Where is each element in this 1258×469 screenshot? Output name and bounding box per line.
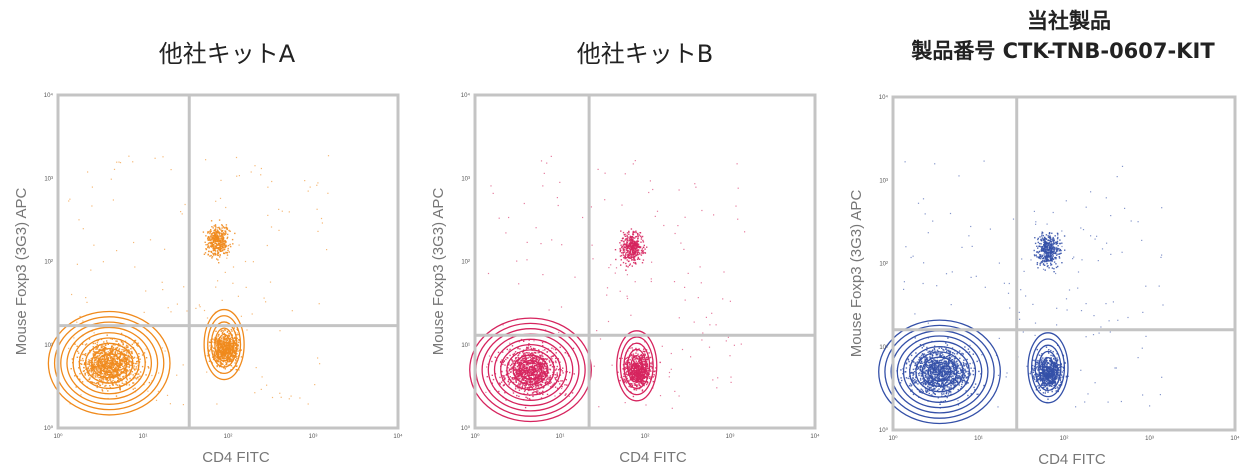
chart-1-x-tick: 10² <box>224 434 233 440</box>
chart-3-title: 当社製品 <box>1027 9 1111 33</box>
chart-2-x-tick: 10³ <box>726 434 735 440</box>
chart-1-x-tick: 10⁰ <box>53 433 63 440</box>
chart-3-y-tick: 10² <box>879 262 888 268</box>
chart-1-y-tick: 10³ <box>44 176 53 182</box>
chart-3-x-tick: 10³ <box>1145 436 1154 442</box>
chart-2-y-tick: 10⁴ <box>461 92 471 99</box>
chart-1-title: 他社キットA <box>158 40 296 68</box>
chart-2-title: 他社キットB <box>576 40 714 68</box>
chart-3-ylabel: Mouse Foxp3 (3G3) APC <box>848 190 865 358</box>
chart-3-events <box>896 160 1164 409</box>
chart-2-x-tick: 10⁴ <box>810 433 820 440</box>
chart-3-x-tick: 10⁰ <box>888 435 898 442</box>
chart-1-y-tick: 10⁰ <box>44 425 54 432</box>
chart-1-y-tick: 10² <box>44 260 53 266</box>
chart-1-ylabel: Mouse Foxp3 (3G3) APC <box>13 188 30 356</box>
chart-2: 10⁰ 10¹ 10² 10³ 10⁴ 10⁰ 10¹ 10² 10³ 10⁴ CD4 FITC Mo… <box>430 92 820 466</box>
chart-3-y-tick: 10¹ <box>879 345 888 351</box>
chart-2-y-tick: 10² <box>461 260 470 266</box>
chart-3-y-tick: 10³ <box>879 178 888 184</box>
chart-3-subtitle: 製品番号 CTK-TNB-0607-KIT <box>911 39 1215 63</box>
chart-1-xlabel: CD4 FITC <box>202 449 270 466</box>
chart-3-x-tick: 10⁴ <box>1230 435 1240 442</box>
chart-1-contours <box>47 308 245 416</box>
chart-1-x-tick: 10⁴ <box>393 433 403 440</box>
chart-2-x-tick: 10² <box>641 434 650 440</box>
chart-2-x-tick: 10⁰ <box>470 433 480 440</box>
chart-2-y-tick: 10³ <box>461 176 470 182</box>
chart-2-ylabel: Mouse Foxp3 (3G3) APC <box>430 188 447 356</box>
chart-2-x-tick: 10¹ <box>556 434 565 440</box>
chart-2-y-tick: 10⁰ <box>461 425 471 432</box>
chart-2-frame <box>473 93 817 430</box>
chart-3-contours <box>878 319 1069 425</box>
chart-1-x-tick: 10¹ <box>139 434 148 440</box>
chart-3-xlabel: CD4 FITC <box>1038 451 1106 468</box>
chart-2-y-tick: 10¹ <box>461 343 470 349</box>
chart-3: 10⁰ 10¹ 10² 10³ 10⁴ 10⁰ 10¹ 10² 10³ 10⁴ CD4 FITC Mo… <box>848 94 1240 468</box>
chart-1-events <box>68 155 330 406</box>
chart-3-x-tick: 10¹ <box>974 436 983 442</box>
chart-1-y-tick: 10¹ <box>44 343 53 349</box>
chart-2-xlabel: CD4 FITC <box>619 449 687 466</box>
chart-3-y-tick: 10⁴ <box>879 94 889 101</box>
chart-1-y-tick: 10⁴ <box>44 92 54 99</box>
chart-3-frame <box>891 95 1237 432</box>
chart-2-events <box>485 155 746 409</box>
chart-1-frame <box>56 93 400 430</box>
chart-1: 10⁰ 10¹ 10² 10³ 10⁴ 10⁰ 10¹ 10² 10³ 10⁴ CD4 FITC Mo… <box>13 92 403 466</box>
chart-3-y-tick: 10⁰ <box>879 427 889 434</box>
chart-1-x-tick: 10³ <box>309 434 318 440</box>
chart-3-x-tick: 10² <box>1060 436 1069 442</box>
